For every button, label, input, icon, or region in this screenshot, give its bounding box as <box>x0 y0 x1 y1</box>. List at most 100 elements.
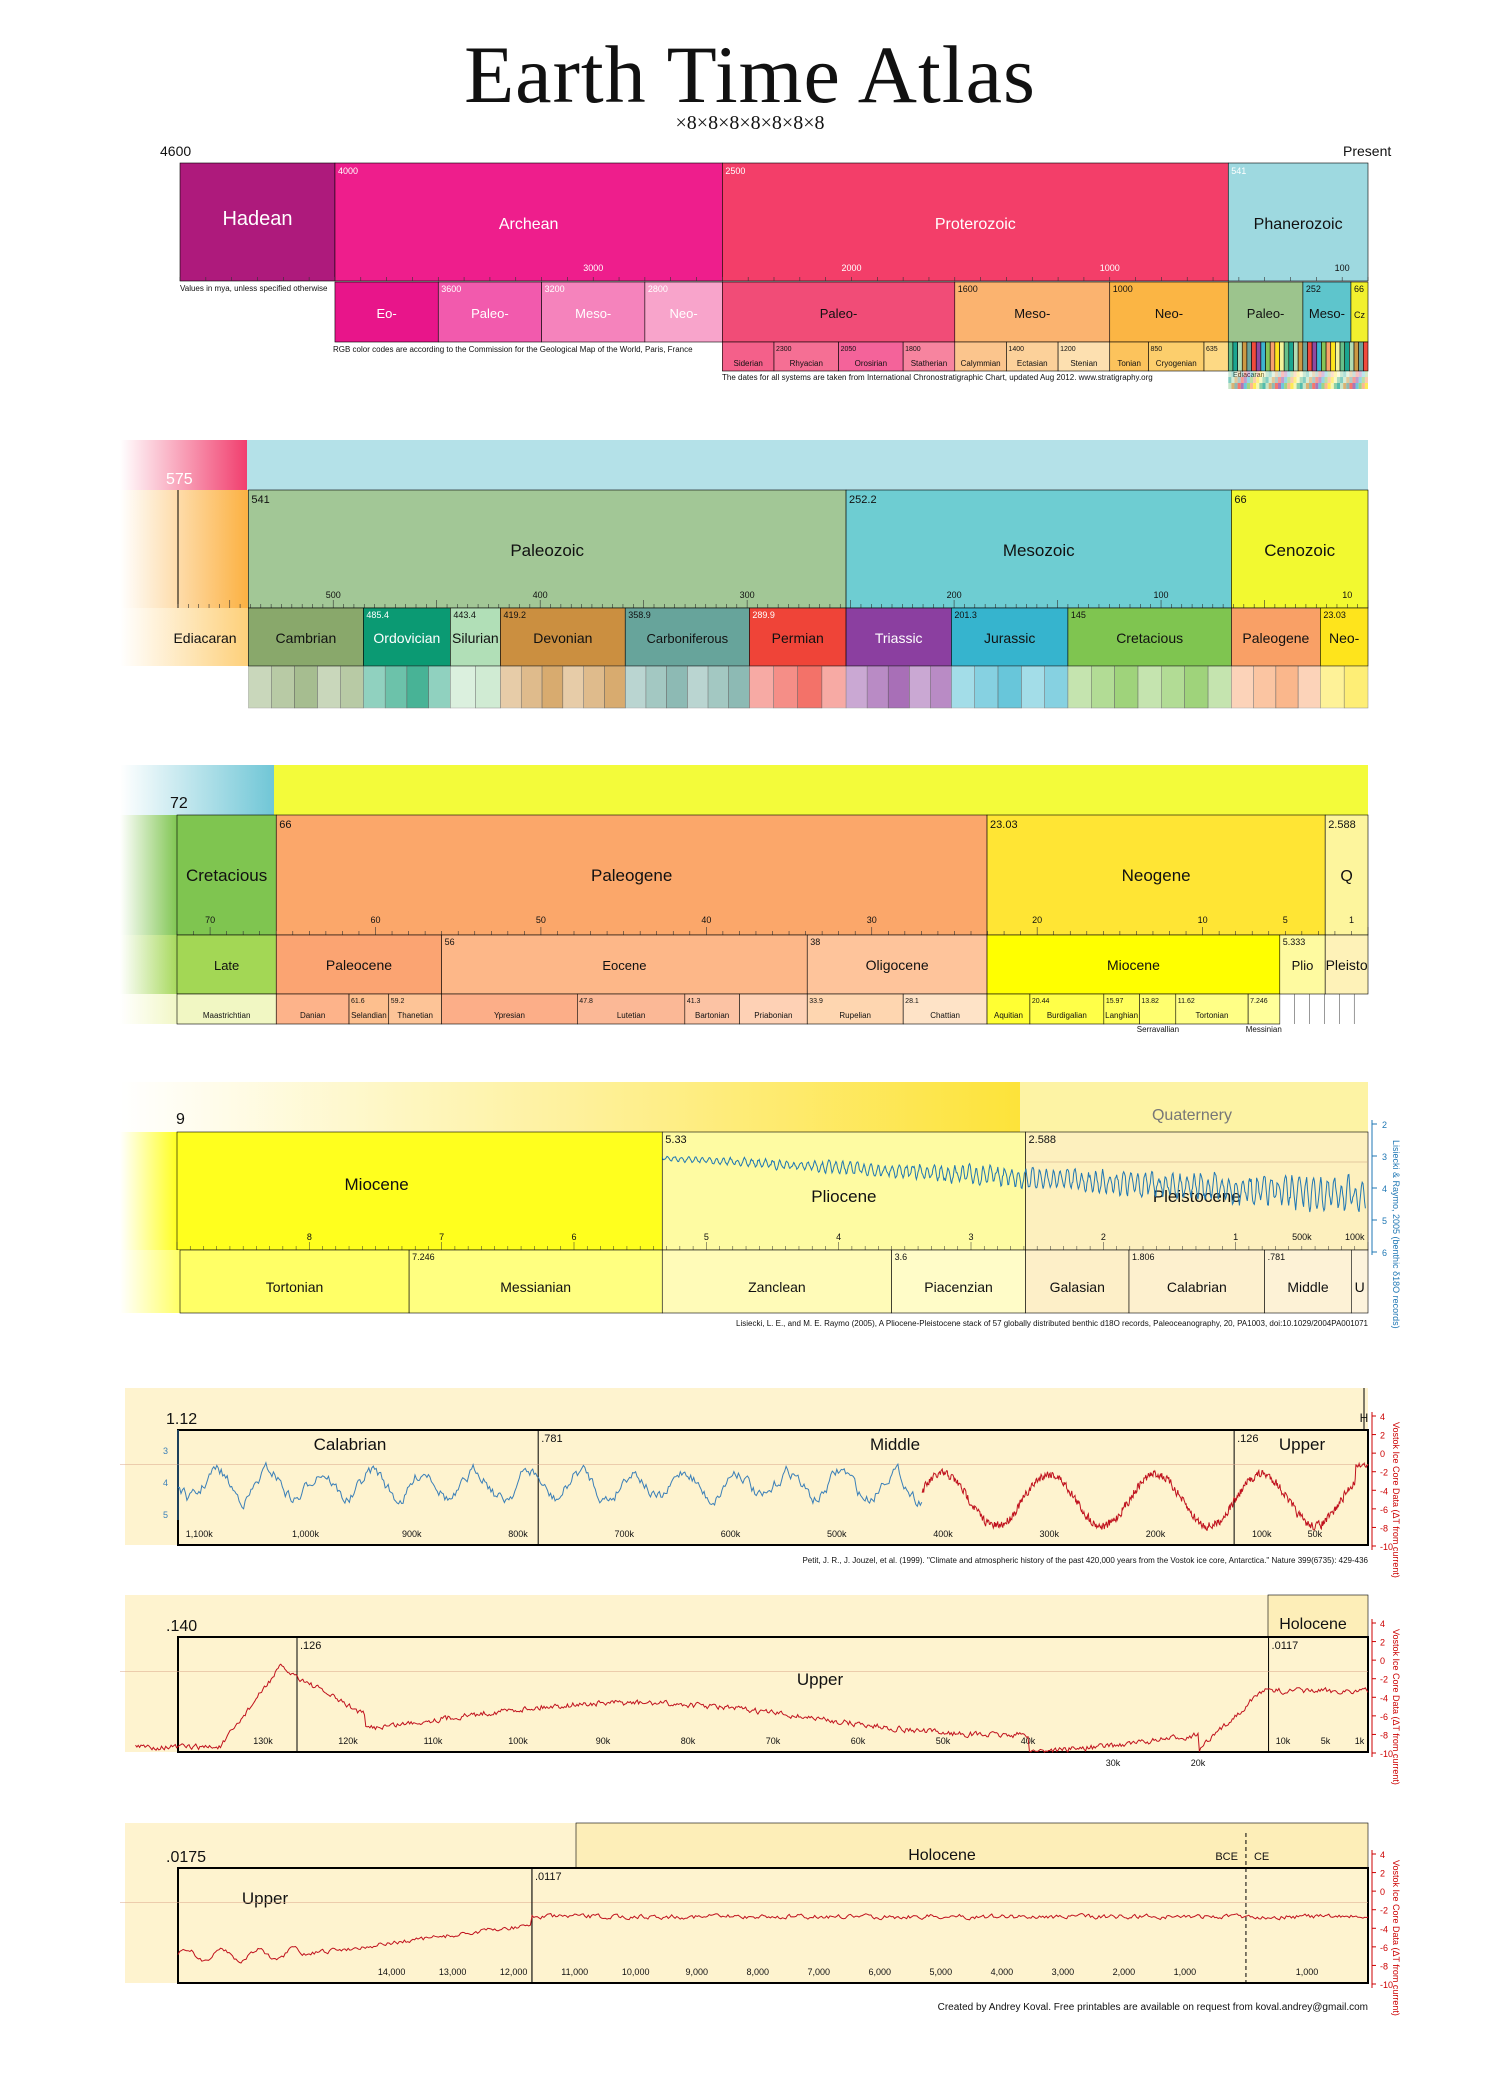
stage-strip <box>1262 377 1266 383</box>
tick-label: 70k <box>766 1736 781 1746</box>
stage-strip <box>1343 665 1369 709</box>
note-dates: The dates for all systems are taken from… <box>722 373 1153 382</box>
note-rgb: RGB color codes are according to the Com… <box>333 345 693 354</box>
epoch-name: Calabrian <box>314 1435 387 1454</box>
stage-strip <box>1253 383 1257 389</box>
stage-piacenzian <box>891 1249 1026 1314</box>
eon-name: Archean <box>499 216 559 233</box>
stage-strip <box>1343 371 1347 377</box>
epoch-name: Upper <box>797 1670 844 1689</box>
period-name: Q <box>1340 868 1352 885</box>
quaternary-label: Quaternery <box>1152 1107 1232 1124</box>
epoch-start-label: .126 <box>1237 1433 1258 1445</box>
stage-start-label: 7.246 <box>412 1252 435 1262</box>
axis-label: 5 <box>1382 1216 1387 1226</box>
period-strip <box>1232 341 1238 372</box>
stage-strip <box>1287 377 1291 383</box>
stage-strip <box>1277 377 1282 383</box>
stage-strip <box>1237 371 1241 377</box>
stage-strip <box>797 665 823 709</box>
stage-name: Langhian <box>1105 1011 1138 1020</box>
stage-start-label: 13.82 <box>1141 998 1159 1005</box>
stage-strip <box>773 665 798 709</box>
stage-strip <box>1305 377 1310 383</box>
tick-label: 2000 <box>841 263 861 273</box>
top-label: Holocene <box>1279 1616 1347 1633</box>
stage-strip <box>1268 383 1272 389</box>
panel-bg <box>120 1595 1368 1752</box>
stage-strip <box>821 665 847 709</box>
axis-label: 3 <box>163 1446 168 1456</box>
stage-messianian <box>408 1249 663 1314</box>
tick-label: 60k <box>851 1736 866 1746</box>
stage-strip <box>1302 371 1306 377</box>
tick-label: 300k <box>1039 1529 1059 1539</box>
period-start-label: 1800 <box>905 346 921 353</box>
stage-strip <box>1250 371 1254 377</box>
stage-strip <box>1312 377 1316 383</box>
tick-label: 11,000 <box>561 1967 588 1977</box>
period-strip <box>1279 341 1285 372</box>
period-name: Statherian <box>911 359 947 368</box>
period-name: Siderian <box>733 359 762 368</box>
eon-name: Hadean <box>222 208 292 230</box>
credit: Created by Andrey Koval. Free printables… <box>938 2002 1368 2013</box>
tick-label: 14,000 <box>378 1967 406 1977</box>
axis-label: 4 <box>1380 1850 1385 1860</box>
axis-label: -4 <box>1380 1693 1388 1703</box>
stage-strip <box>1253 665 1277 709</box>
tick-label: 200k <box>1146 1529 1166 1539</box>
stage-strip <box>1299 377 1303 383</box>
tick-label: 20 <box>1032 915 1042 925</box>
epoch-name: Oligocene <box>866 957 929 973</box>
stage-strip <box>1297 665 1321 709</box>
stage-strip <box>645 665 667 709</box>
axis-label: -8 <box>1380 1523 1388 1533</box>
epoch-name: Upper <box>242 1889 289 1908</box>
tick-label: 50k <box>936 1736 951 1746</box>
period-cretacious <box>176 814 277 936</box>
end-label: Present <box>1343 143 1392 159</box>
stage-strip <box>1315 377 1319 383</box>
stage-strip <box>1355 377 1359 383</box>
neogene-band <box>120 1082 1020 1132</box>
tick-label: 200 <box>947 590 962 600</box>
prefix-label: .0175 <box>166 1849 206 1866</box>
epoch-start-label: 5.333 <box>1283 937 1306 947</box>
period-block <box>838 341 904 372</box>
period-name: Cryogenian <box>1156 359 1197 368</box>
stage-strip <box>1305 383 1310 389</box>
tick-label: 600k <box>721 1529 741 1539</box>
stage-calabrian <box>1128 1249 1265 1314</box>
stage-strip <box>1296 383 1300 389</box>
subtitle: ×8×8×8×8×8×8×8 <box>675 112 825 134</box>
stage-start-label: 33.9 <box>809 998 823 1005</box>
stage-strip <box>1318 371 1322 377</box>
tick-label: 13,000 <box>439 1967 467 1977</box>
period-name: Ectasian <box>1017 359 1048 368</box>
maastrichtian-fade <box>120 994 180 1024</box>
tick-label: 30 <box>867 915 877 925</box>
axis-label: -10 <box>1380 1542 1393 1552</box>
stage-strip <box>1315 383 1319 389</box>
period-block <box>773 341 839 372</box>
eon-name: Proterozoic <box>935 216 1016 233</box>
axis-label: 6 <box>1382 1248 1387 1258</box>
era-name: Cz <box>1354 310 1365 320</box>
stage-strip <box>1361 383 1365 389</box>
stage-name: Selandian <box>351 1011 387 1020</box>
epoch-name: Miocene <box>345 1175 409 1194</box>
tick-label: 9,000 <box>685 1967 708 1977</box>
axis-label: 4 <box>1380 1412 1385 1422</box>
stage-strip <box>541 665 564 709</box>
eon-start-label: 2500 <box>725 166 745 176</box>
axis-label: 2 <box>1380 1638 1385 1648</box>
stage-strip <box>1253 371 1257 377</box>
stage-strip <box>1246 383 1251 389</box>
stage-strip <box>624 665 647 709</box>
era-block <box>722 281 956 343</box>
stage-start-label: 41.3 <box>687 998 701 1005</box>
holocene-band <box>575 1822 1369 1869</box>
period-strip <box>1302 341 1308 372</box>
stage-strip <box>1262 383 1266 389</box>
